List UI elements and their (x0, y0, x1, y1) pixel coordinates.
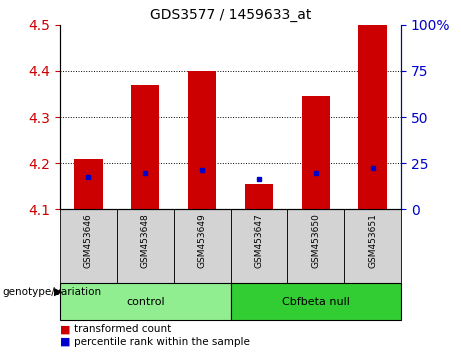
Text: control: control (126, 297, 165, 307)
Bar (301, 96, 330, 210)
Bar (287, 210, 344, 283)
Text: genotype/variation: genotype/variation (2, 287, 101, 297)
Text: ▶: ▶ (54, 287, 63, 297)
Bar (230, 283, 401, 320)
Bar (74, 159, 102, 210)
Text: ■: ■ (60, 324, 71, 334)
Bar (174, 210, 230, 283)
Bar (60, 283, 230, 320)
Bar (358, 25, 387, 210)
Text: GSM453651: GSM453651 (368, 213, 377, 268)
Text: percentile rank within the sample: percentile rank within the sample (74, 337, 250, 347)
Text: GSM453648: GSM453648 (141, 213, 150, 268)
Text: GSM453650: GSM453650 (311, 213, 320, 268)
Text: transformed count: transformed count (74, 324, 171, 334)
Bar (245, 184, 273, 210)
Bar (344, 210, 401, 283)
Text: GSM453646: GSM453646 (84, 213, 93, 268)
Text: Cbfbeta null: Cbfbeta null (282, 297, 350, 307)
Title: GDS3577 / 1459633_at: GDS3577 / 1459633_at (150, 8, 311, 22)
Bar (117, 210, 174, 283)
Text: GSM453649: GSM453649 (198, 213, 207, 268)
Bar (230, 210, 287, 283)
Bar (60, 210, 117, 283)
Bar (188, 71, 216, 210)
Bar (131, 85, 160, 210)
Text: ■: ■ (60, 337, 71, 347)
Text: GSM453647: GSM453647 (254, 213, 263, 268)
